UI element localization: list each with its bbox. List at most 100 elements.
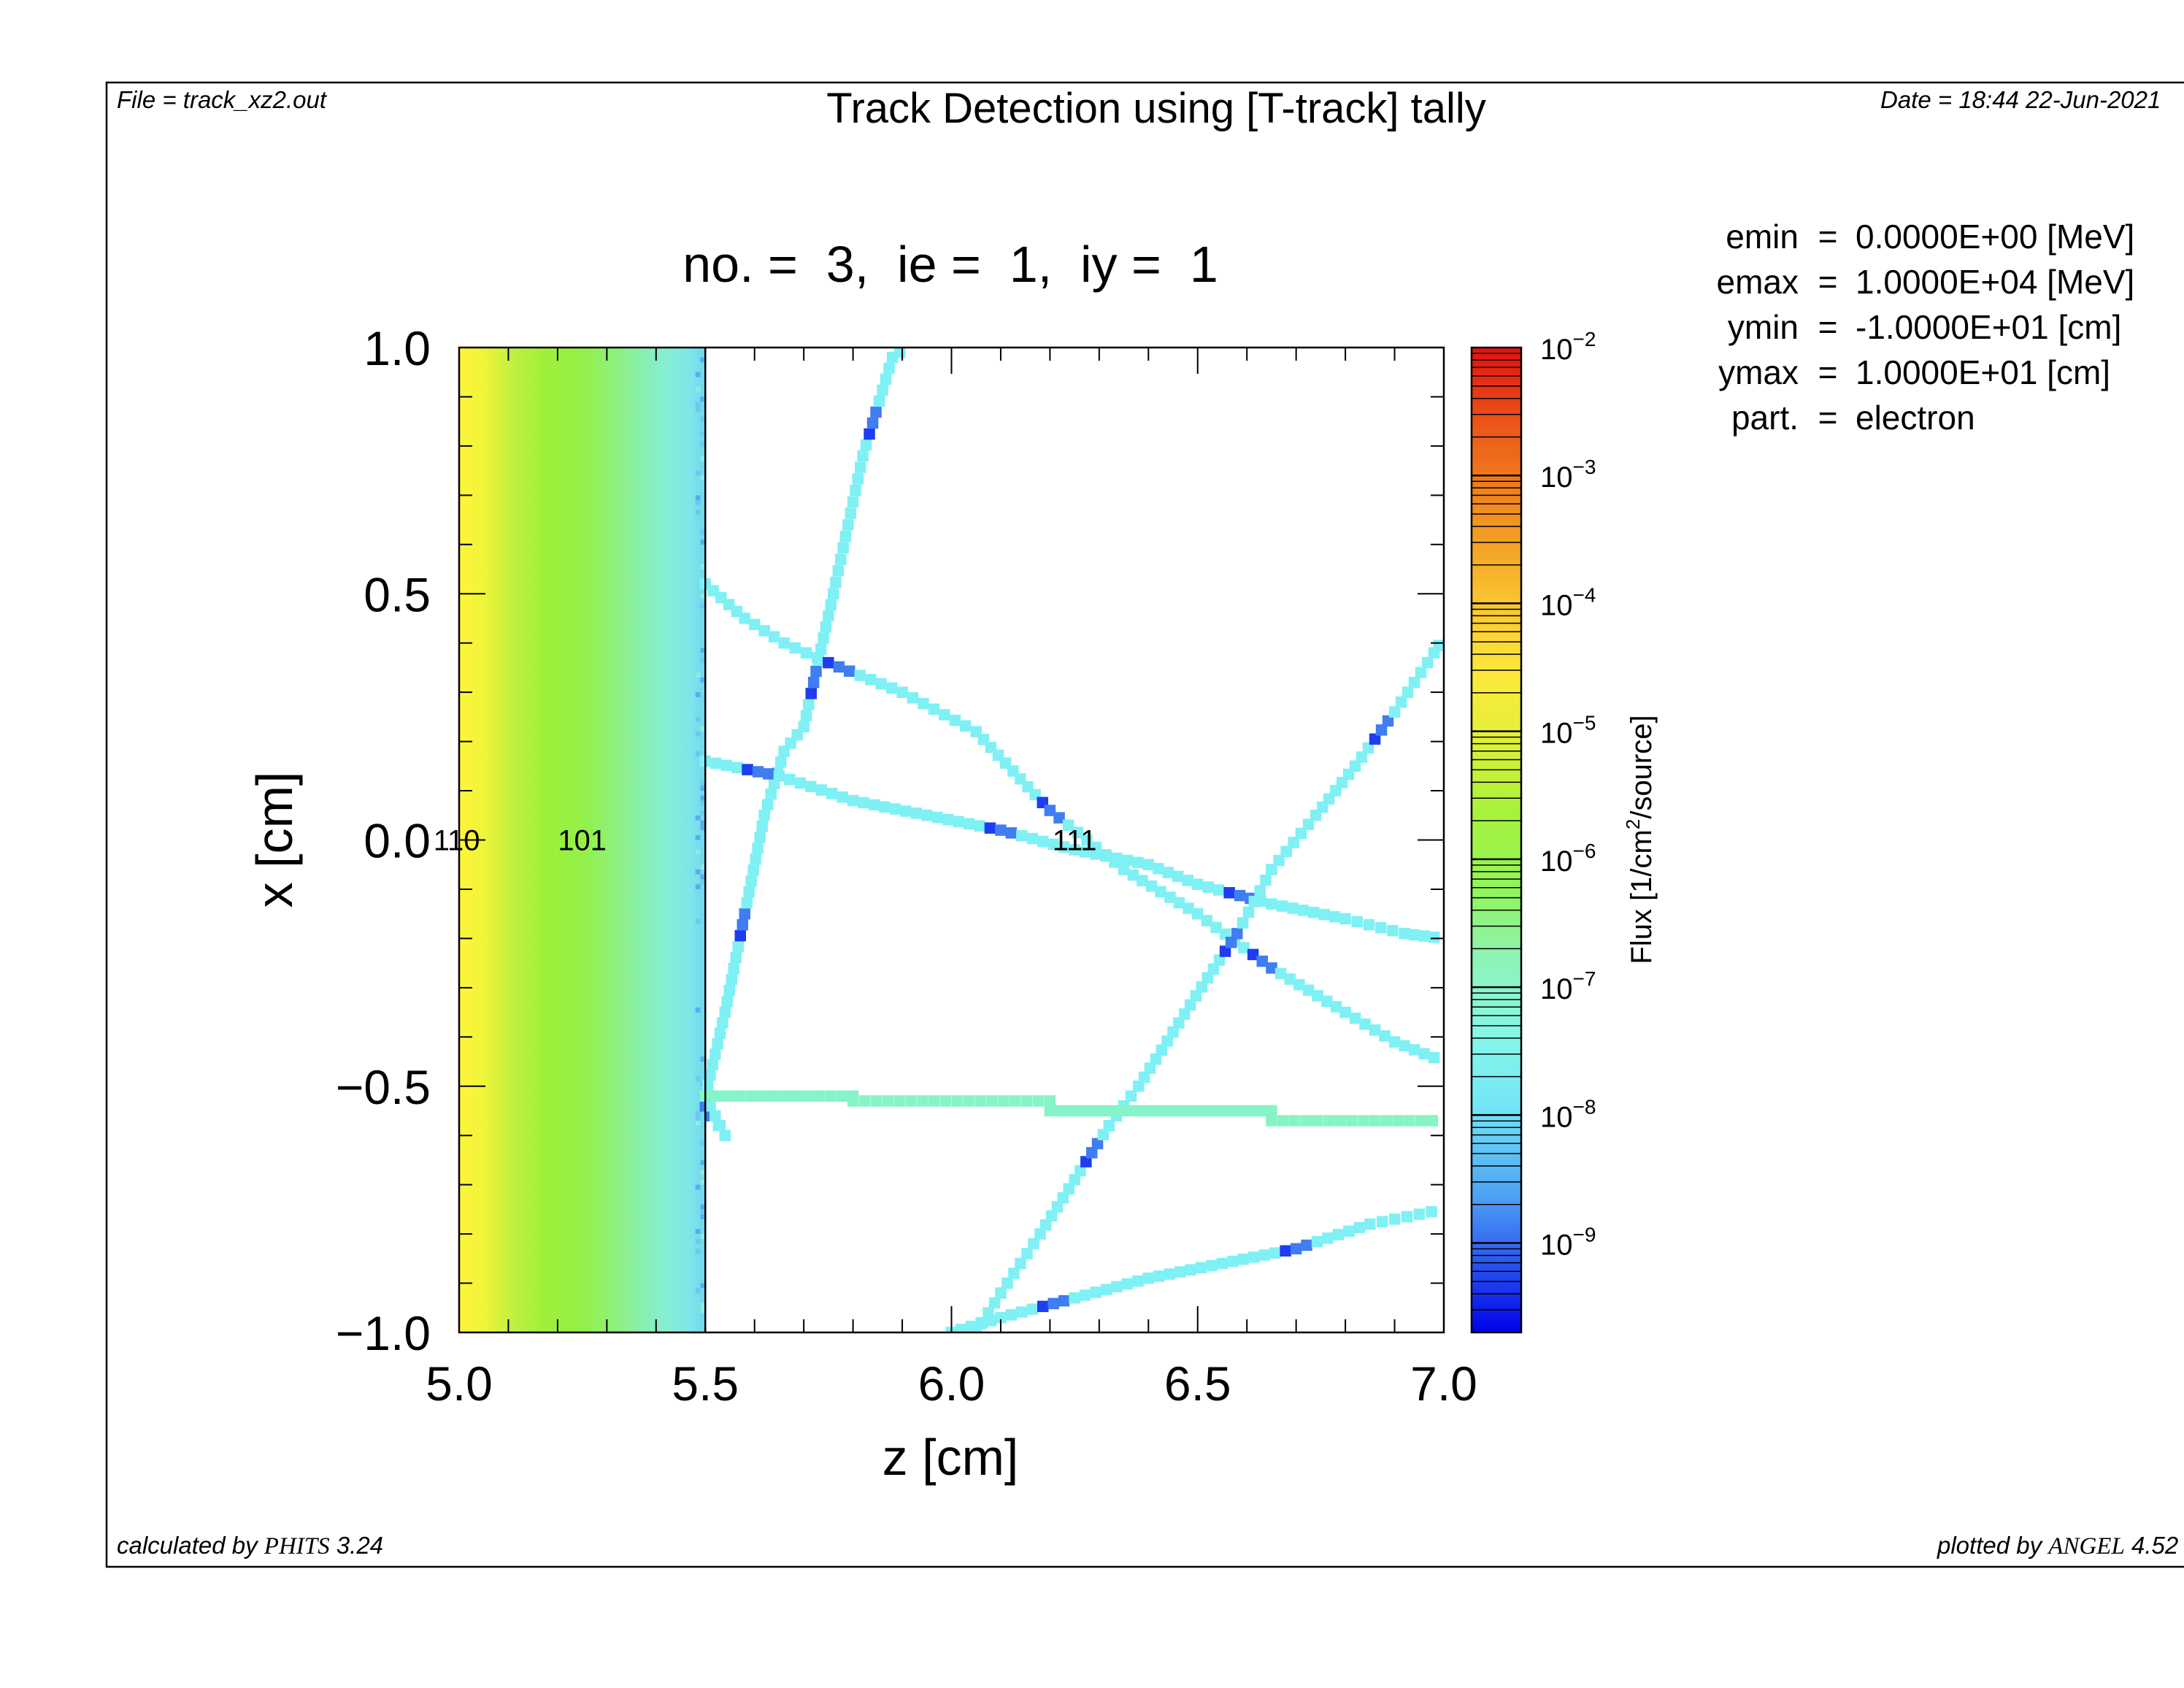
track-cell [1164,1268,1175,1280]
track-cell [907,692,919,704]
track-cell [1145,881,1158,892]
track-cell [847,496,859,508]
track-cell [1322,1232,1334,1244]
track-cell [1121,854,1134,867]
track-cell [842,519,854,531]
track-cell [1142,1273,1154,1284]
track-6 [699,1090,1438,1127]
track-cell [1349,760,1361,772]
track-cell [1079,1289,1091,1301]
slab-cell [700,1159,706,1165]
track-cell [1086,1147,1098,1159]
track-cell [1026,832,1039,845]
plot-area [459,348,1444,1332]
colorbar-tick-label: 10−3 [1540,456,1596,494]
track-cell [1401,1211,1413,1223]
slab-cell [700,1179,706,1185]
track-cell [810,665,822,678]
track-cell [1277,1115,1289,1127]
track-cell [1172,870,1184,883]
track-cell [1045,1210,1058,1222]
track-cell [1302,818,1315,830]
track-cell [800,647,812,659]
track-cell [1418,930,1430,942]
x-tick-label: 6.0 [918,1357,985,1411]
track-cell [1210,1105,1222,1117]
track-cell [905,1095,917,1107]
track-cell [734,929,746,942]
track-cell [823,610,834,622]
track-cell [1153,862,1164,875]
track-cell [1100,850,1112,862]
colorbar-tick-label: 10−2 [1540,328,1596,366]
track-cell [714,1120,726,1132]
track-cell [953,816,964,828]
track-cell [1166,1105,1178,1117]
track-cell [910,807,923,819]
colorbar-tick-label: 10−5 [1540,712,1596,750]
slab-cell [700,441,706,446]
track-cell [866,417,879,429]
track-cell [1173,897,1185,909]
track-cell [1219,945,1231,957]
track-cell [1192,878,1204,890]
track-cell [995,1287,1007,1299]
track-cell [1332,1229,1345,1240]
y-tick-label: 1.0 [364,321,431,375]
track-cell [1353,1221,1366,1234]
track-cell [868,799,880,811]
plotted-by-label: plotted by ANGEL 4.52 [1937,1532,2178,1560]
slab-cell [700,431,706,437]
track-cell [1376,1216,1388,1227]
track-1 [699,348,906,1141]
region-label: 101 [558,825,607,857]
track-cell [1323,1115,1335,1127]
track-cell [1297,905,1309,916]
track-cell [873,395,885,407]
track-cell [825,599,837,611]
track-cell [1311,1235,1323,1248]
track-cell [1121,1105,1134,1117]
track-cell [885,682,898,694]
slab-cell [695,1076,701,1082]
track-cell [747,864,759,876]
track-cell [767,1090,780,1102]
track-cell [847,1095,859,1107]
track-2 [699,578,1440,1064]
x-tick-label: 5.0 [426,1357,493,1411]
track-cell [1183,902,1194,914]
track-cell [1005,1309,1018,1321]
track-cell [839,530,852,542]
slab-cell [700,795,706,801]
track-cell [1266,1115,1277,1127]
slab-cell [700,1209,706,1215]
track-cell [794,777,807,789]
track-cell [858,797,869,809]
track-cell [800,710,812,721]
track-cell [1069,1292,1080,1304]
track-cell [1058,841,1070,853]
track-cell [1426,1115,1438,1127]
track-cell [756,821,768,832]
param-name: emin [1726,218,1799,256]
slab-cell [700,1283,706,1289]
track-cell [939,709,950,721]
track-cell [741,897,753,909]
track-cell [826,788,838,799]
slab-cell [700,1056,706,1062]
track-cell [1069,844,1080,856]
track-cell [739,908,750,920]
colorbar-tick-label: 10−8 [1540,1095,1596,1133]
track-cell [1255,1105,1266,1117]
axis-ticks [458,347,1445,1333]
track-cell [756,1090,768,1102]
track-cell [1037,835,1049,848]
track-cell [752,843,764,854]
slab-cell [700,879,706,885]
colorbar-tick-labels: 10−2 10−3 10−4 10−5 10−6 10−7 10−8 10−9 [1540,328,1596,1262]
track-cell [1164,891,1176,903]
track-cell [721,995,733,1008]
track-cell [1247,948,1259,961]
track-cell [734,1090,745,1102]
track-cell [1243,1105,1256,1117]
